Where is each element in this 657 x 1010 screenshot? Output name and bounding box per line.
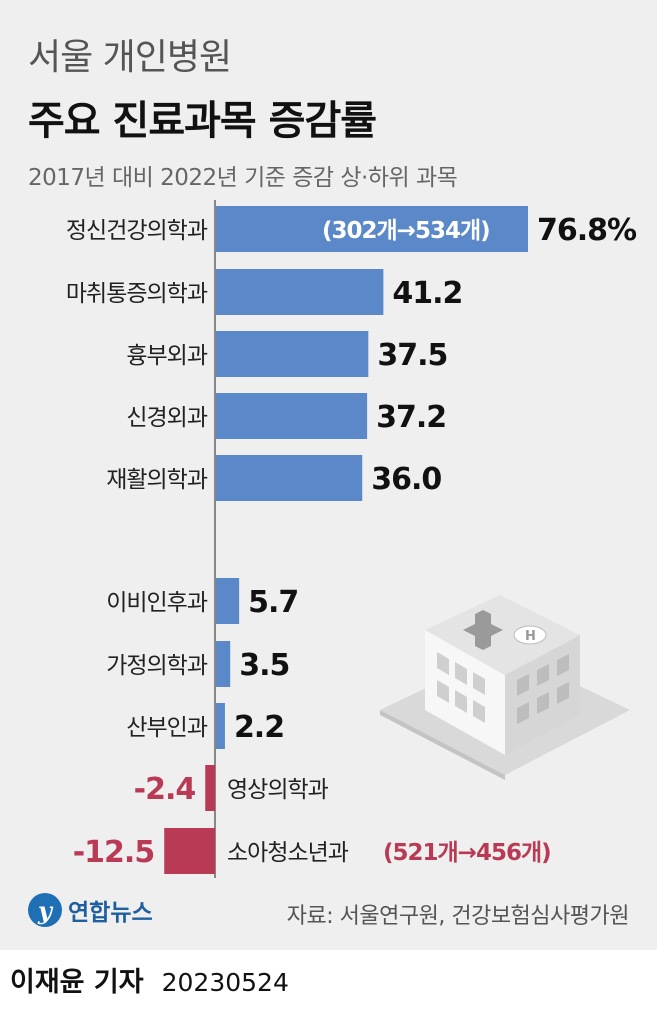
yonhap-logo: y 연합뉴스	[28, 893, 153, 927]
category-label: 흉부외과	[126, 343, 207, 369]
infographic-card: 서울 개인병원 주요 진료과목 증감률 2017년 대비 2022년 기준 증감…	[0, 0, 657, 950]
byline: 이재윤 기자 20230524	[10, 960, 289, 999]
bar-8	[216, 703, 225, 749]
hospital-building-icon: H	[380, 595, 630, 780]
reporter-name: 이재윤 기자	[10, 967, 144, 998]
bar-4	[216, 393, 368, 439]
bar-10	[164, 828, 215, 874]
value-label: 36.0	[371, 462, 441, 497]
annotation-label: (302개→534개)	[322, 218, 490, 244]
value-label: -2.4	[134, 772, 196, 807]
category-label: 가정의학과	[106, 653, 208, 679]
bar-chart: 정신건강의학과 76.8% 마취통증의학과 41.2 흉부외과 37.5 신경외과 37.2 재…	[66, 200, 638, 878]
date: 20230524	[161, 968, 289, 997]
value-label: 2.2	[234, 710, 284, 745]
category-label: 이비인후과	[106, 590, 208, 616]
yonhap-logo-icon: y	[28, 893, 62, 927]
category-label: 산부인과	[126, 715, 207, 741]
logo-text: 연합뉴스	[68, 900, 153, 926]
bar-5	[216, 455, 363, 501]
svg-text:H: H	[525, 629, 536, 644]
bar-6	[216, 578, 240, 624]
value-label: 41.2	[392, 276, 462, 311]
bar-7	[216, 641, 231, 687]
subtitle: 2017년 대비 2022년 기준 증감 상·하위 과목	[28, 165, 458, 191]
category-label: 재활의학과	[106, 467, 208, 493]
bar-1	[216, 206, 528, 252]
category-label: 영상의학과	[227, 777, 329, 803]
category-label: 정신건강의학과	[66, 218, 208, 244]
value-label: 37.5	[377, 338, 447, 373]
category-label: 소아청소년과	[227, 840, 349, 866]
value-label: 5.7	[248, 585, 298, 620]
value-label: -12.5	[73, 835, 154, 870]
bar-3	[216, 331, 369, 377]
category-label: 신경외과	[126, 405, 207, 431]
title-line1: 서울 개인병원	[28, 37, 232, 78]
annotation-label: (521개→456개)	[383, 840, 551, 866]
value-label: 37.2	[376, 400, 446, 435]
title-line2: 주요 진료과목 증감률	[28, 98, 377, 144]
value-label: 3.5	[239, 648, 289, 683]
value-label: 76.8%	[537, 213, 637, 248]
bar-2	[216, 269, 384, 315]
bar-9	[205, 765, 215, 811]
source-text: 자료: 서울연구원, 건강보험심사평가원	[286, 904, 630, 929]
category-label: 마취통증의학과	[66, 281, 208, 307]
